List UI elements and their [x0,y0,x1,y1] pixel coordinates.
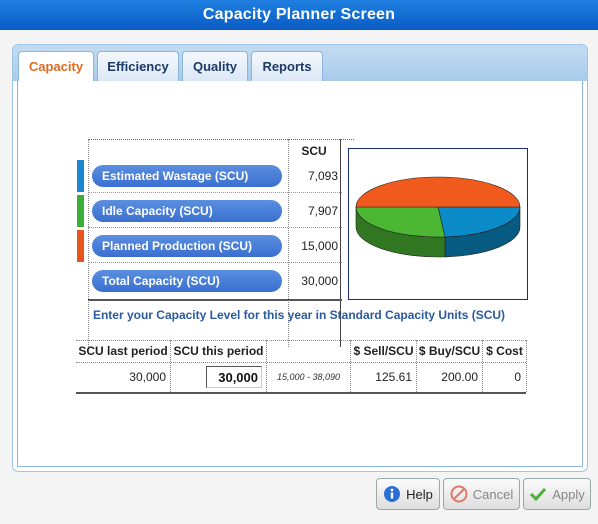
apply-button-label: Apply [552,486,585,502]
pie-svg [355,176,521,258]
window-title: Capacity Planner Screen [0,0,598,30]
tab-efficiency[interactable]: Efficiency [97,51,179,81]
capacity-prompt: Enter your Capacity Level for this year … [92,308,506,322]
info-icon [384,486,401,502]
summary-row-idle: Idle Capacity (SCU) 7,907 [76,194,342,228]
capacity-pie-chart [348,148,528,300]
header-buy-per-scu: $ Buy/SCU [418,344,481,358]
scu-range-hint: 15,000 - 38,090 [276,372,341,382]
summary-value-idle: 7,907 [307,204,338,218]
summary-value-planned: 15,000 [301,239,338,253]
summary-label-planned: Planned Production (SCU) [92,235,282,257]
scu-this-period-input[interactable] [206,366,262,388]
scu-last-period-value: 30,000 [129,370,166,384]
header-scu-this-period: SCU this period [173,344,264,358]
apply-button[interactable]: Apply [523,478,591,510]
summary-column-header: SCU [301,144,327,158]
idle-color-bar [77,195,84,227]
header-sell-per-scu: $ Sell/SCU [353,344,414,358]
header-scu-last-period: SCU last period [78,344,168,358]
tab-strip: Capacity Efficiency Quality Reports [13,45,587,82]
capacity-summary-table: SCU Estimated Wastage (SCU) 7,093 Idle C… [76,139,354,347]
capacity-input-table: SCU last period SCU this period $ Sell/S… [76,340,527,394]
summary-label-wastage: Estimated Wastage (SCU) [92,165,282,187]
planned-color-bar [77,230,84,262]
summary-value-wastage: 7,093 [307,169,338,183]
sell-per-scu-value: 125.61 [375,370,412,384]
tab-reports[interactable]: Reports [251,51,323,81]
wastage-color-bar [77,160,84,192]
tab-quality[interactable]: Quality [182,51,248,81]
checkmark-icon [530,487,547,502]
summary-label-idle: Idle Capacity (SCU) [92,200,282,222]
summary-label-total: Total Capacity (SCU) [92,270,282,292]
cancel-button[interactable]: Cancel [443,478,520,510]
buy-per-scu-value: 200.00 [441,370,478,384]
summary-row-wastage: Estimated Wastage (SCU) 7,093 [76,159,342,193]
cost-value: 0 [514,370,521,384]
help-button[interactable]: Help [376,478,440,510]
tab-capacity[interactable]: Capacity [18,51,94,82]
header-cost: $ Cost [486,344,523,358]
cancel-button-label: Cancel [472,486,514,502]
pie-slice-1 [355,206,446,238]
summary-row-planned: Planned Production (SCU) 15,000 [76,229,342,263]
cancel-icon [450,485,468,503]
help-button-label: Help [406,486,433,502]
pie-slice-0 [437,206,521,238]
summary-value-total: 30,000 [301,274,338,288]
pie-slice-2 [355,176,521,208]
summary-row-total: Total Capacity (SCU) 30,000 [76,264,342,298]
